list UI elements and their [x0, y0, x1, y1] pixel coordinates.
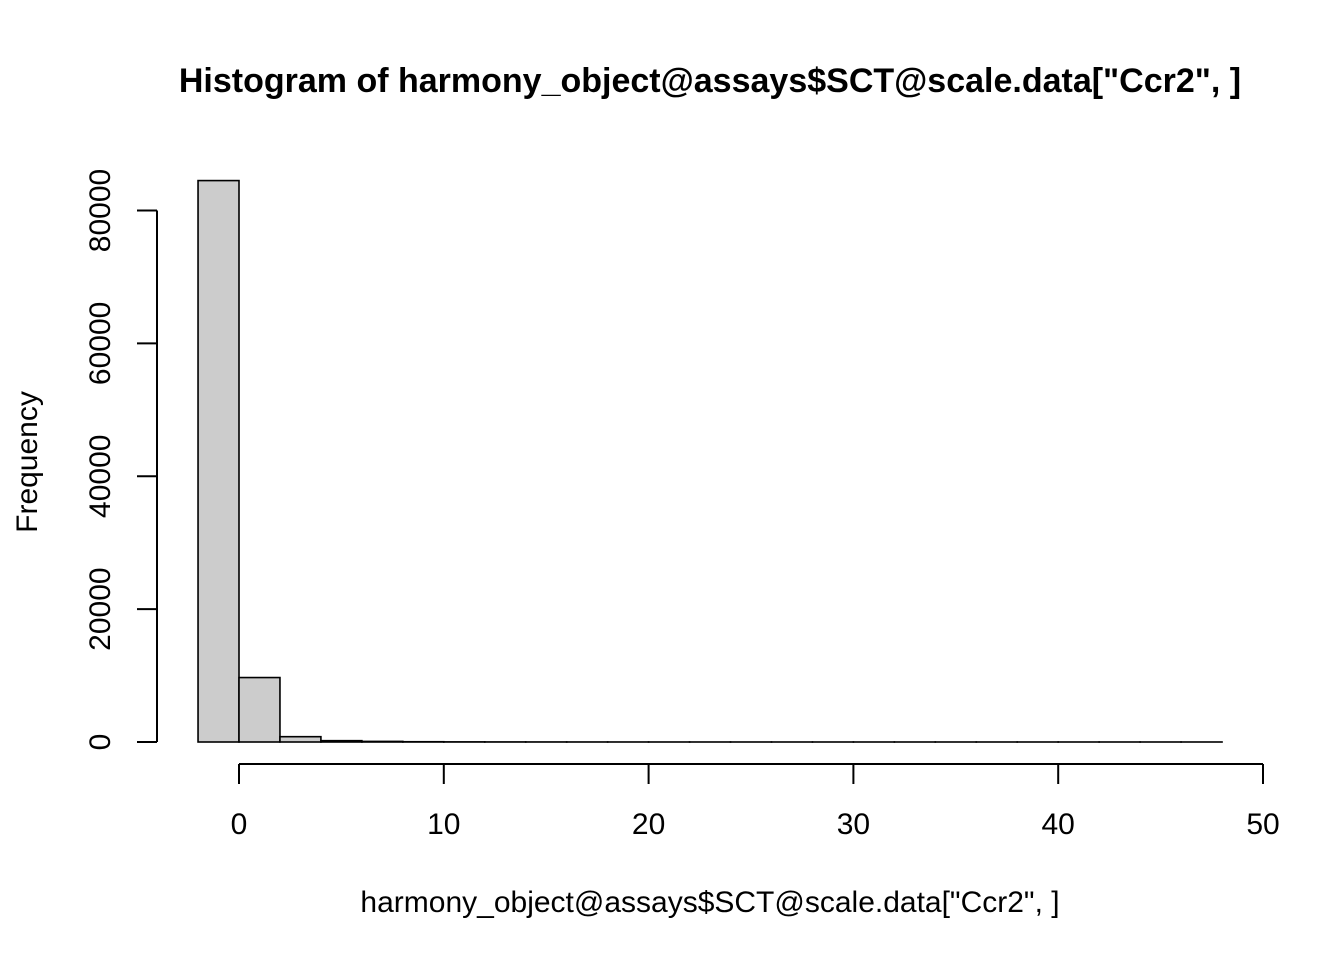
y-axis-label: Frequency	[11, 391, 44, 533]
histogram-bar	[238, 676, 281, 743]
x-axis: 0 10 20 30 40 50	[231, 763, 1280, 841]
y-tick-label: 40000	[84, 435, 117, 518]
x-tick-label: 50	[1246, 808, 1279, 841]
x-axis-label: harmony_object@assays$SCT@scale.data["Cc…	[360, 886, 1059, 919]
x-tick-label: 30	[837, 808, 870, 841]
chart-title: Histogram of harmony_object@assays$SCT@s…	[179, 62, 1241, 100]
histogram-bar	[361, 740, 404, 743]
y-tick-label: 20000	[84, 567, 117, 650]
x-tick-label: 20	[632, 808, 665, 841]
y-tick-label: 60000	[84, 302, 117, 385]
y-tick-label: 80000	[84, 169, 117, 252]
y-tick-label: 0	[84, 734, 117, 751]
bars-group	[197, 179, 1223, 743]
histogram-bar	[197, 179, 240, 743]
x-tick-label: 0	[231, 808, 248, 841]
x-tick-label: 10	[427, 808, 460, 841]
y-axis: 0 20000 40000 60000 80000	[84, 169, 158, 751]
x-tick-label: 40	[1042, 808, 1075, 841]
histogram-bar	[320, 739, 363, 743]
histogram-bar	[279, 735, 322, 743]
